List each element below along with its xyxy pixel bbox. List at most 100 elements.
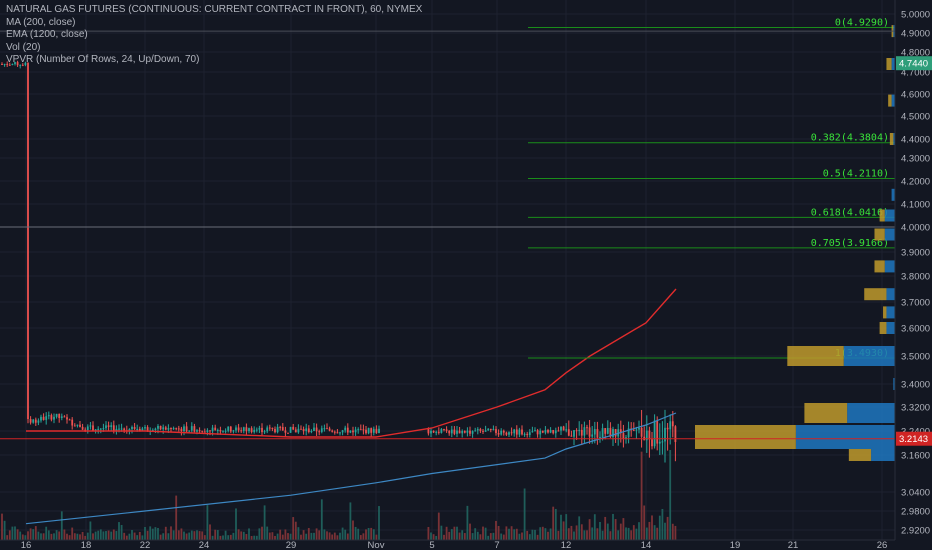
candle-body	[554, 430, 557, 434]
fibonacci-retracement: 0(4.9290) 0.382(4.3804) 0.5(4.2110) 0.618(4…	[528, 17, 895, 359]
price-tick-label: 4.0000	[901, 223, 930, 234]
candle-body	[268, 427, 271, 429]
candle-body	[437, 431, 440, 433]
candle-body	[170, 428, 172, 430]
volume-bar	[58, 531, 61, 540]
volume-bar	[138, 531, 141, 540]
candle-body	[131, 426, 133, 430]
candle-body	[500, 430, 503, 435]
candle-body	[73, 425, 76, 427]
time-axis[interactable]: 16 18 22 24 29 Nov 5 7 12 14 19 21 26	[0, 539, 895, 550]
volume-bar	[482, 526, 484, 540]
candle-body	[214, 427, 217, 431]
volume-bar	[528, 534, 531, 540]
candle-body	[645, 430, 648, 441]
candle-body	[518, 429, 521, 435]
volume-bar	[253, 535, 256, 540]
candle-body	[302, 428, 305, 432]
candle-body	[203, 431, 206, 433]
candle-body	[318, 431, 321, 433]
candle-body	[544, 430, 547, 433]
candle-body	[167, 428, 170, 430]
volume-bar	[47, 530, 50, 540]
candle-body	[271, 427, 274, 429]
candle-body	[658, 441, 661, 444]
candle-body	[315, 427, 318, 432]
candle-body	[586, 427, 588, 429]
candle-body	[53, 416, 55, 420]
volume-indicator-label[interactable]: Vol (20)	[6, 41, 41, 53]
volume-bar	[336, 535, 339, 540]
volume-bar	[645, 527, 648, 540]
candle-body	[453, 429, 456, 434]
price-tick-label: 4.8000	[901, 48, 930, 59]
candle-body	[651, 439, 653, 447]
volume-bar	[547, 531, 549, 540]
candle-body	[539, 430, 542, 435]
candle-body	[209, 430, 211, 432]
volume-bar	[359, 535, 362, 540]
candle-body	[640, 427, 643, 437]
volume-bar	[216, 530, 219, 540]
candle-body	[245, 427, 248, 432]
candle-body	[534, 430, 536, 432]
candle-body	[489, 428, 492, 430]
candle-body	[346, 427, 349, 433]
candle-body	[349, 430, 352, 433]
vp-down-segment	[889, 133, 894, 145]
volume-bar	[21, 534, 24, 540]
candle-body	[250, 428, 253, 433]
candle-body	[136, 428, 139, 430]
volume-bar	[463, 533, 466, 540]
candle-body	[476, 429, 479, 431]
price-tick-label: 5.0000	[901, 10, 930, 21]
volume-bar	[196, 530, 198, 540]
vp-up-segment	[891, 94, 895, 107]
candle-body	[190, 426, 193, 431]
candle-body	[50, 415, 53, 420]
volume-bar	[144, 526, 146, 540]
volume-bar	[526, 530, 529, 540]
volume-bar	[365, 529, 367, 540]
candle-body	[237, 427, 240, 431]
volume-bar	[445, 526, 448, 540]
candle-body	[523, 433, 526, 435]
candle-body	[435, 431, 438, 433]
candle-body	[196, 430, 198, 432]
vp-down-segment	[879, 209, 885, 222]
volume-bar	[232, 532, 235, 540]
candle-body	[508, 432, 510, 435]
volume-bar	[131, 530, 133, 540]
candle-body	[287, 432, 289, 434]
candle-body	[263, 431, 266, 433]
volume-bar	[255, 535, 258, 540]
candle-body	[261, 427, 263, 433]
ma-indicator-label[interactable]: MA (200, close)	[6, 16, 76, 28]
volume-bar	[625, 527, 627, 540]
candle-body	[313, 427, 315, 432]
candle-body	[378, 428, 380, 434]
ema-indicator-label[interactable]: EMA (1200, close)	[6, 29, 88, 40]
price-axis[interactable]: 5.0000 4.9000 4.8000 4.7000 4.6000 4.5000 4.40…	[894, 0, 932, 550]
candle-body	[638, 427, 640, 430]
volume-bar	[666, 516, 669, 540]
volume-bar	[344, 529, 347, 540]
vpvr-indicator-label[interactable]: VPVR (Number Of Rows, 24, Up/Down, 70)	[6, 54, 200, 65]
volume-bar	[315, 528, 318, 540]
candle-body	[294, 429, 297, 433]
candle-body	[596, 428, 599, 438]
volume-bar	[640, 451, 643, 540]
volume-bar	[648, 521, 651, 540]
ma-200-line	[26, 288, 677, 438]
volume-bar	[461, 530, 464, 540]
volume-bar	[476, 531, 479, 540]
price-axis-bg	[895, 0, 932, 550]
price-tick-label: 3.6000	[901, 324, 930, 335]
volume-bar	[565, 514, 568, 540]
candle-body	[193, 426, 196, 432]
candle-body	[591, 434, 594, 437]
candle-body	[606, 427, 609, 434]
volume-bar	[274, 535, 276, 540]
volume-bar	[183, 531, 185, 540]
